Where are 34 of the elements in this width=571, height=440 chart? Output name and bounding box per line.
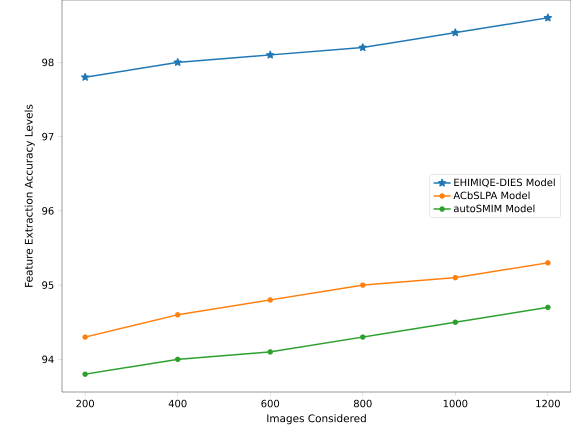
point — [174, 356, 180, 362]
x-tick-label: 400 — [168, 400, 187, 408]
point — [82, 334, 88, 340]
y-tick-label: 96 — [42, 207, 54, 215]
y-axis-title: Feature Extraction Accuracy Levels — [24, 104, 35, 287]
point — [174, 58, 182, 66]
point — [452, 274, 458, 280]
x-tick-label: 1000 — [444, 400, 468, 408]
point — [452, 319, 458, 325]
y-tick-label: 97 — [42, 132, 54, 140]
point — [545, 260, 551, 266]
point — [174, 312, 180, 318]
point — [358, 43, 367, 52]
legend-label: autoSMIM Model — [454, 204, 534, 212]
point — [545, 304, 551, 310]
point — [266, 50, 274, 59]
x-axis-title: Images Considered — [267, 414, 366, 424]
y-tick-label: 94 — [42, 356, 54, 364]
point — [544, 14, 552, 22]
point — [81, 72, 90, 81]
point — [360, 282, 366, 288]
point — [360, 334, 366, 340]
x-tick-label: 200 — [76, 400, 94, 408]
x-tick-label: 600 — [261, 400, 280, 408]
y-tick-label: 95 — [42, 281, 54, 289]
point — [267, 297, 273, 303]
point — [82, 371, 88, 377]
legend-label: EHIMIQE-DIES Model — [454, 178, 555, 188]
x-tick-label: 1200 — [536, 400, 560, 408]
x-tick-label: 800 — [354, 400, 372, 408]
point — [267, 349, 273, 355]
y-tick-label: 98 — [42, 58, 54, 66]
point — [451, 28, 460, 36]
legend-label: ACbSLPA Model — [453, 191, 530, 200]
